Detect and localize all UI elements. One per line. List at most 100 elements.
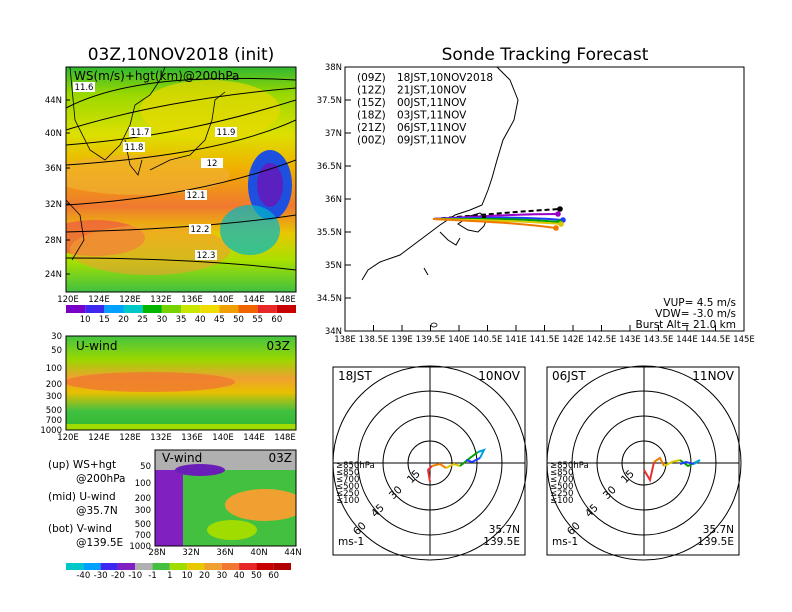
launch-legend-time: (09Z): [357, 72, 386, 84]
track-lat-tick: 36N: [325, 195, 342, 205]
launch-site-marker: [482, 214, 486, 218]
burst-point: [558, 221, 564, 227]
hodograph-left: 18JST 10NOV35.7N139.5Ems-115304560≥850hPa…: [332, 365, 528, 561]
launch-legend-time: (12Z): [357, 85, 386, 97]
speed-colorbar: 10 15 20 25 30 35 40 45 50 55 60: [66, 305, 296, 325]
launch-legend-text: 03JST,11NOV: [397, 110, 467, 122]
contour-label-bg: [185, 190, 207, 200]
sonde-track: [432, 218, 557, 229]
track-lon-tick: 140.5E: [473, 335, 503, 345]
u-lon-tick: 140E: [212, 433, 234, 443]
launch-legend-text: 21JST,10NOV: [397, 85, 467, 97]
track-lon-tick: 142.5E: [587, 335, 617, 345]
colorbar-cell: [66, 305, 86, 313]
colorbar-cell: [83, 563, 101, 570]
level-legend: ≤500: [336, 482, 359, 492]
colorbar-cell: [200, 305, 220, 313]
launch-legend-time: (18Z): [357, 110, 386, 122]
colorbar-tick: 45: [214, 315, 225, 325]
track-lon-tick: 139.5E: [416, 335, 446, 345]
hodo-trace: [477, 448, 486, 459]
u-lon-tick: 148E: [274, 433, 296, 443]
v-pressure-tick: 1000: [129, 542, 151, 552]
legend-bot-line2: @139.5E: [76, 537, 123, 549]
track-lat-tick: 38N: [325, 63, 342, 73]
v-pressure-tick: 100: [135, 479, 151, 489]
u-lon-tick: 144E: [243, 433, 265, 443]
colorbar-cell: [152, 563, 170, 570]
u-lon-tick: 128E: [119, 433, 141, 443]
track-lon-tick: 139E: [391, 335, 413, 345]
hodo-unit: ms-1: [552, 536, 578, 548]
track-lon-tick: 141.5E: [530, 335, 560, 345]
contour-label-bg: [215, 127, 237, 137]
hodo-trace: [459, 451, 479, 467]
track-lat-tick: 37.5N: [317, 96, 342, 106]
colorbar-cell: [187, 563, 205, 570]
colorbar-cell: [66, 563, 84, 570]
legend-mid-line2: @35.7N: [76, 505, 118, 517]
colorbar-tick: 30: [216, 571, 227, 581]
u-pressure-tick: 30: [51, 332, 62, 342]
level-legend: ≤700: [336, 475, 359, 485]
level-legend: ≤700: [550, 475, 573, 485]
v-pressure-tick: 300: [135, 506, 151, 516]
u-pressure-tick: 100: [46, 364, 62, 374]
level-legend: ≤500: [550, 482, 573, 492]
colorbar-tick: 10: [80, 315, 91, 325]
u-pressure-tick: 300: [46, 392, 62, 402]
colorbar-tick: -20: [111, 571, 125, 581]
launch-legend-text: 00JST,11NOV: [397, 97, 467, 109]
hodograph-right: 06JST 11NOV35.7N139.5Ems-115304560≥850hPa…: [546, 365, 742, 561]
hodo-time: 06JST: [552, 369, 586, 383]
panel-legend: (up) WS+hgt @200hPa (mid) U-wind @35.7N …: [48, 459, 126, 549]
colorbar-tick: 40: [234, 571, 245, 581]
map-lon-tick: 140E: [212, 295, 234, 305]
colorbar-cell: [100, 563, 118, 570]
contour-label: 12.2: [191, 225, 210, 235]
v-lat-tick: 28N: [148, 548, 165, 558]
u-lon-tick: 136E: [181, 433, 203, 443]
colorbar-tick: 20: [199, 571, 210, 581]
track-lon-tick: 145E: [733, 335, 755, 345]
colorbar-tick: 50: [233, 315, 244, 325]
contour-label-bg: [201, 158, 223, 168]
colorbar-tick: 60: [268, 571, 279, 581]
colorbar-cell: [135, 563, 153, 570]
hodo-trace: [693, 459, 701, 465]
map-lat-tick: 28N: [45, 236, 62, 246]
colorbar-cell: [238, 305, 258, 313]
contour-label: 12: [207, 159, 218, 169]
track-lon-tick: 143.5E: [644, 335, 674, 345]
colorbar-tick: 10: [182, 571, 193, 581]
v-pressure-tick: 200: [135, 494, 151, 504]
track-lat-tick: 34N: [325, 327, 342, 337]
colorbar-tick: 60: [271, 315, 282, 325]
colorbar-tick: 40: [195, 315, 206, 325]
u-pressure-tick: 200: [46, 380, 62, 390]
wind-colorbar: -40 -30 -20 -10 -1 1 10 20 30 40 50 60: [66, 563, 291, 581]
colorbar-cell: [204, 563, 222, 570]
hodo-trace: [653, 456, 665, 467]
colorbar-cell: [239, 563, 257, 570]
hodo-trace: [465, 457, 481, 464]
level-legend: ≤850: [550, 468, 573, 478]
u-pressure-tick: 700: [46, 416, 62, 426]
colorbar-tick: -40: [76, 571, 90, 581]
level-legend: ≤850: [336, 468, 359, 478]
map-lon-tick: 124E: [88, 295, 110, 305]
hodo-date: 10NOV: [478, 369, 520, 383]
map-panel-label: WS(m/s)+hgt(km)@200hPa: [74, 69, 239, 83]
track-lon-tick: 141E: [505, 335, 527, 345]
contour-label-bg: [129, 127, 151, 137]
hodo-unit: ms-1: [338, 536, 364, 548]
contour-label-bg: [73, 82, 95, 92]
track-lon-tick: 143E: [619, 335, 641, 345]
hodo-trace: [663, 459, 681, 467]
track-lat-tick: 34.5N: [317, 294, 342, 304]
colorbar-tick: -1: [148, 571, 156, 581]
contour-label: 11.9: [217, 128, 236, 138]
